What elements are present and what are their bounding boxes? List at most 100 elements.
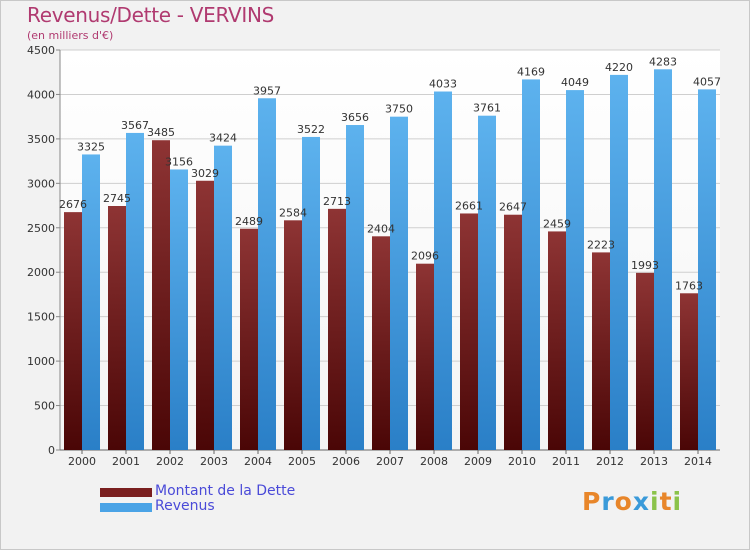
bar-revenus: [390, 116, 408, 451]
proxiti-logo: Proxiti: [582, 487, 682, 516]
bar-dette: [548, 231, 566, 450]
logo-letter: x: [632, 487, 650, 516]
bar-revenus: [478, 115, 496, 450]
data-label-revenus: 4283: [649, 55, 677, 68]
x-tick-label: 2008: [420, 455, 448, 468]
bar-revenus: [698, 89, 716, 450]
bar-revenus: [434, 91, 452, 450]
y-tick-label: 0: [48, 444, 55, 457]
data-label-dette: 1763: [675, 279, 703, 292]
bar-dette: [196, 180, 214, 450]
bar-dette: [460, 213, 478, 450]
y-tick-label: 500: [34, 400, 55, 413]
bar-dette: [372, 236, 390, 450]
logo-letter: o: [614, 487, 633, 516]
legend-swatch-revenus: [100, 503, 152, 512]
y-tick-label: 4500: [27, 44, 55, 57]
x-tick-label: 2007: [376, 455, 404, 468]
bar-revenus: [258, 98, 276, 451]
bar-dette: [152, 140, 170, 450]
data-label-dette: 2713: [323, 195, 351, 208]
data-label-revenus: 4220: [605, 61, 633, 74]
logo-letter: i: [650, 487, 660, 516]
data-label-revenus: 3761: [473, 102, 501, 115]
bar-dette: [64, 212, 82, 450]
bar-dette: [328, 208, 346, 450]
data-label-revenus: 4169: [517, 65, 545, 78]
data-label-dette: 2647: [499, 201, 527, 214]
bar-dette: [240, 228, 258, 450]
bar-revenus: [214, 145, 232, 450]
x-tick-label: 2004: [244, 455, 272, 468]
x-tick-label: 2009: [464, 455, 492, 468]
data-label-revenus: 3424: [209, 132, 237, 145]
data-label-revenus: 3325: [77, 140, 105, 153]
y-tick-label: 1500: [27, 311, 55, 324]
data-label-dette: 3029: [191, 167, 219, 180]
logo-letter: P: [582, 487, 602, 516]
legend-label-dette: Montant de la Dette: [155, 483, 296, 499]
bar-revenus: [126, 132, 144, 450]
data-label-dette: 2096: [411, 250, 439, 263]
x-tick-label: 2002: [156, 455, 184, 468]
x-tick-label: 2013: [640, 455, 668, 468]
bar-revenus: [522, 79, 540, 450]
data-label-revenus: 3656: [341, 111, 369, 124]
bar-revenus: [610, 74, 628, 450]
logo-letter: t: [659, 487, 673, 516]
y-tick-label: 4000: [27, 88, 55, 101]
bar-dette: [108, 206, 126, 450]
bar-revenus: [566, 90, 584, 450]
bar-revenus: [170, 169, 188, 450]
x-tick-label: 2012: [596, 455, 624, 468]
bar-dette: [416, 263, 434, 450]
y-tick-label: 3500: [27, 133, 55, 146]
data-label-dette: 2459: [543, 217, 571, 230]
y-tick-label: 2500: [27, 222, 55, 235]
x-tick-label: 2000: [68, 455, 96, 468]
bar-dette: [504, 214, 522, 450]
x-tick-label: 2001: [112, 455, 140, 468]
data-label-revenus: 3522: [297, 123, 325, 136]
data-label-revenus: 4049: [561, 76, 589, 89]
chart-subtitle: (en milliers d'€): [27, 29, 114, 42]
y-tick-label: 1000: [27, 355, 55, 368]
data-label-revenus: 4033: [429, 78, 457, 91]
bar-dette: [680, 293, 698, 450]
data-label-revenus: 3567: [121, 119, 149, 132]
bar-dette: [284, 220, 302, 450]
x-tick-label: 2014: [684, 455, 712, 468]
legend-label-revenus: Revenus: [155, 498, 215, 514]
bar-revenus: [346, 125, 364, 451]
bar-revenus: [82, 154, 100, 450]
data-label-dette: 1993: [631, 259, 659, 272]
legend-swatch-dette: [100, 488, 152, 497]
chart-title: Revenus/Dette - VERVINS: [27, 3, 275, 27]
data-label-revenus: 3156: [165, 155, 193, 168]
bar-revenus: [302, 136, 320, 450]
x-tick-label: 2003: [200, 455, 228, 468]
data-label-dette: 2223: [587, 238, 615, 251]
y-tick-label: 3000: [27, 177, 55, 190]
bar-dette: [636, 272, 654, 450]
data-label-dette: 2661: [455, 199, 483, 212]
y-tick-label: 2000: [27, 266, 55, 279]
data-label-dette: 2489: [235, 215, 263, 228]
data-label-revenus: 3957: [253, 84, 281, 97]
data-label-revenus: 4057: [693, 75, 721, 88]
data-label-dette: 2745: [103, 192, 131, 205]
logo-letter: i: [672, 487, 683, 516]
logo-letter: r: [601, 487, 615, 516]
x-tick-label: 2005: [288, 455, 316, 468]
data-label-dette: 2676: [59, 198, 87, 211]
x-tick-label: 2006: [332, 455, 360, 468]
x-tick-label: 2011: [552, 455, 580, 468]
data-label-dette: 3485: [147, 126, 175, 139]
bar-revenus: [654, 69, 672, 451]
bar-dette: [592, 252, 610, 450]
data-label-dette: 2404: [367, 222, 395, 235]
data-label-revenus: 3750: [385, 103, 413, 116]
x-tick-label: 2010: [508, 455, 536, 468]
data-label-dette: 2584: [279, 206, 307, 219]
